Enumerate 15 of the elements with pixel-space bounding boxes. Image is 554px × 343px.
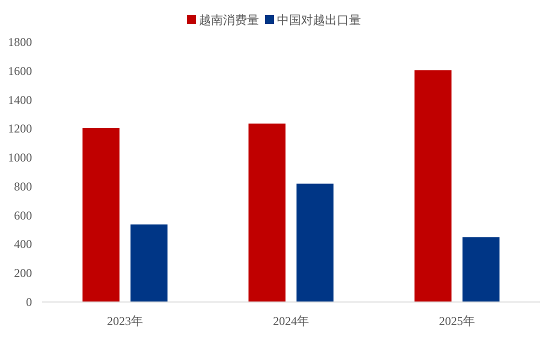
x-tick-label: 2025年	[439, 314, 475, 328]
y-tick-label: 0	[26, 295, 32, 309]
y-tick-label: 1000	[8, 150, 32, 165]
legend-label: 越南消费量	[199, 13, 259, 27]
y-tick-label: 1600	[8, 64, 32, 78]
y-tick-label: 200	[14, 266, 32, 280]
y-tick-label: 1800	[8, 35, 32, 49]
x-tick-label: 2024年	[273, 314, 309, 328]
y-tick-label: 400	[14, 237, 32, 252]
y-tick-label: 800	[14, 179, 32, 194]
y-tick-label: 600	[14, 208, 32, 222]
legend-label: 中国对越出口量	[277, 13, 361, 27]
y-tick-label: 1400	[8, 92, 32, 107]
y-tick-label: 1200	[8, 122, 32, 136]
x-tick-label: 2023年	[107, 314, 143, 328]
